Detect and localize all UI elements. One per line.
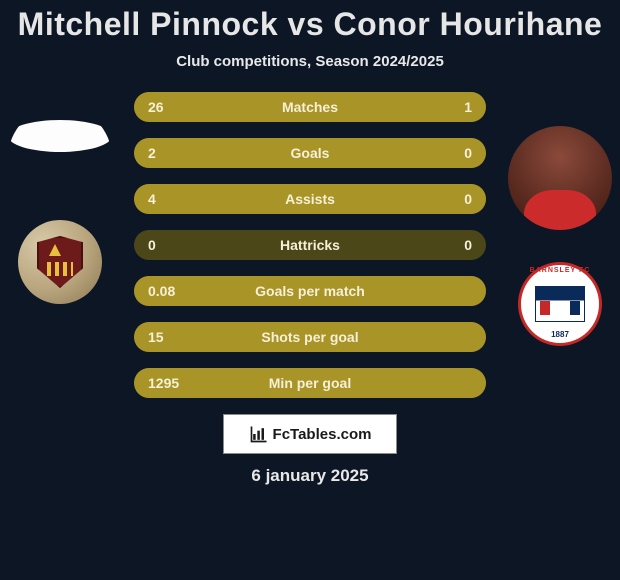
stat-row: 0.08Goals per match bbox=[134, 276, 486, 306]
stat-row: 15Shots per goal bbox=[134, 322, 486, 352]
stat-label: Goals bbox=[134, 138, 486, 168]
club-crest-left bbox=[18, 220, 102, 304]
club-crest-right: BARNSLEY FC 1887 bbox=[518, 262, 602, 346]
watermark-text: FcTables.com bbox=[273, 426, 372, 443]
stat-row: 20Goals bbox=[134, 138, 486, 168]
watermark: FcTables.com bbox=[223, 414, 397, 454]
stat-row: 261Matches bbox=[134, 92, 486, 122]
stat-label: Min per goal bbox=[134, 368, 486, 398]
stat-label: Matches bbox=[134, 92, 486, 122]
stats-table: 261Matches 20Goals 40Assists 00Hattricks 0.0… bbox=[134, 92, 486, 398]
stat-row: 40Assists bbox=[134, 184, 486, 214]
date-label: 6 january 2025 bbox=[0, 466, 620, 486]
subtitle: Club competitions, Season 2024/2025 bbox=[0, 53, 620, 70]
avatar-placeholder-icon bbox=[8, 120, 112, 152]
stat-row: 1295Min per goal bbox=[134, 368, 486, 398]
player-avatar-right bbox=[508, 126, 612, 230]
stat-label: Shots per goal bbox=[134, 322, 486, 352]
stat-label: Assists bbox=[134, 184, 486, 214]
stat-label: Goals per match bbox=[134, 276, 486, 306]
stat-label: Hattricks bbox=[134, 230, 486, 260]
page-title: Mitchell Pinnock vs Conor Hourihane bbox=[0, 6, 620, 43]
crest-year: 1887 bbox=[521, 330, 599, 339]
stat-row: 00Hattricks bbox=[134, 230, 486, 260]
avatar-photo-icon bbox=[508, 126, 612, 230]
chart-icon bbox=[249, 424, 269, 444]
crest-badge-icon: BARNSLEY FC 1887 bbox=[518, 262, 602, 346]
player-avatar-left bbox=[8, 106, 112, 210]
crest-top-text: BARNSLEY FC bbox=[521, 267, 599, 274]
crest-shield-icon bbox=[18, 220, 102, 304]
comparison-card: Mitchell Pinnock vs Conor Hourihane Club… bbox=[0, 0, 620, 580]
